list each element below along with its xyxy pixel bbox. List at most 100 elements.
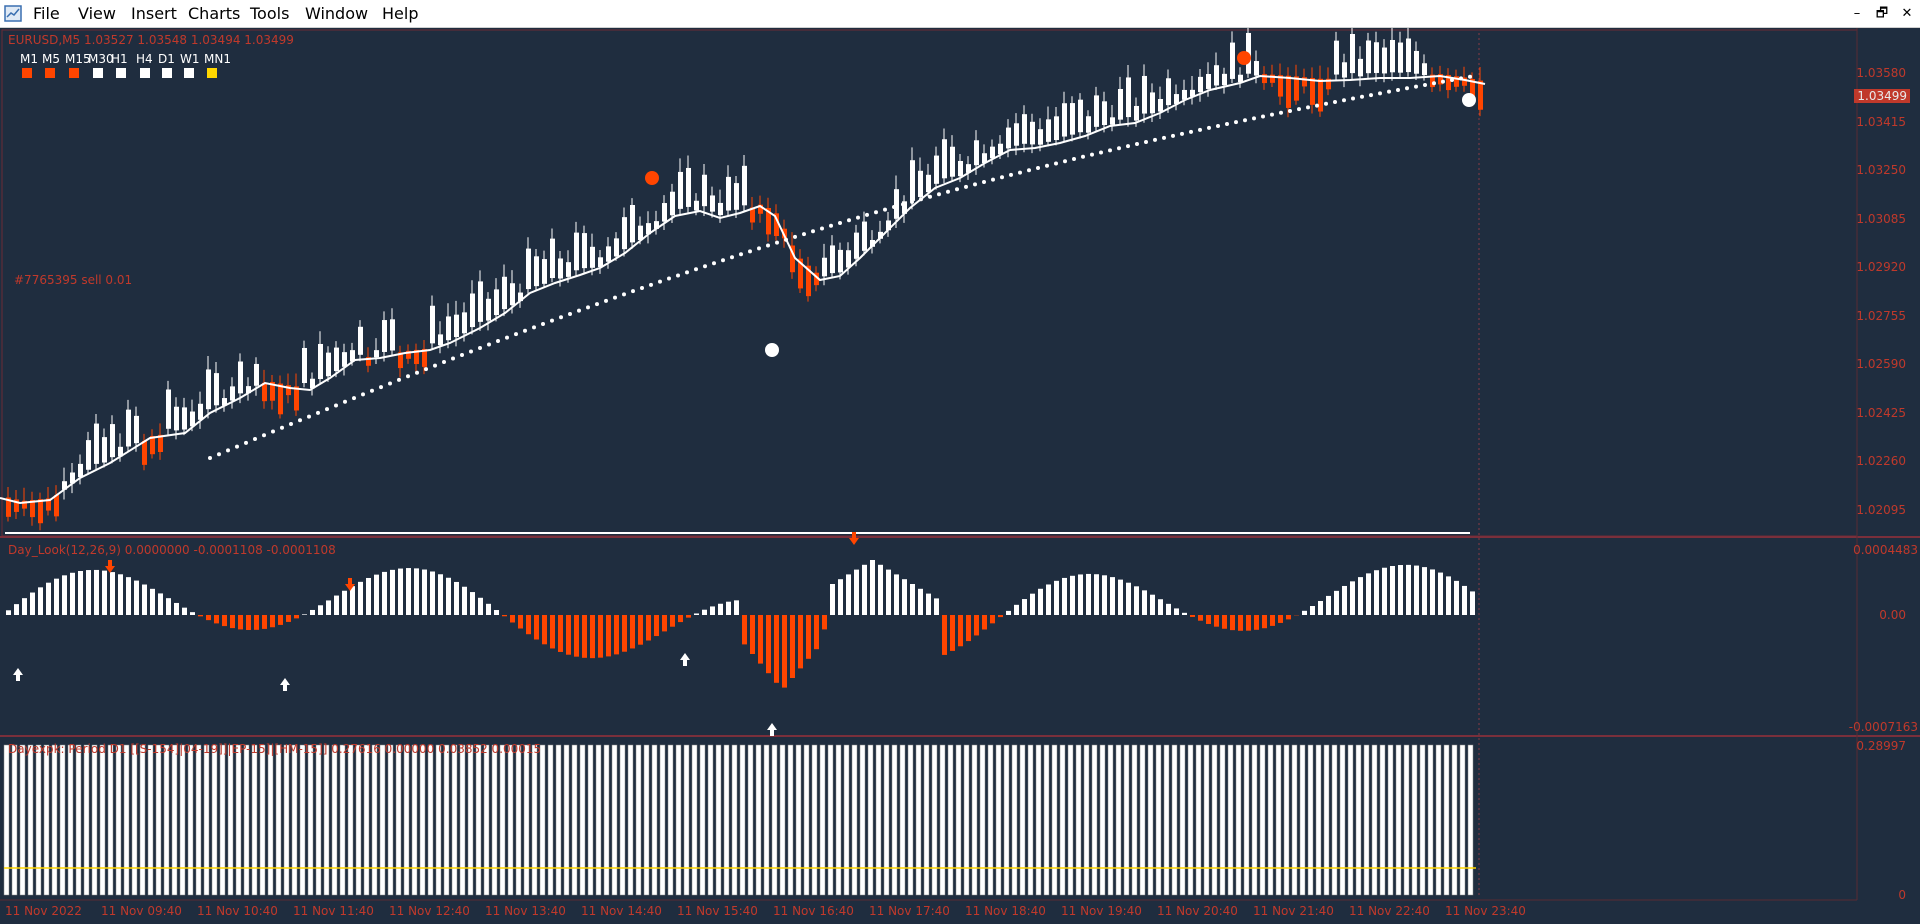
long-ma-dot [1360, 94, 1364, 99]
histogram-bar [190, 612, 195, 615]
tf-indicator-box[interactable] [22, 68, 32, 78]
volume-bar [163, 744, 170, 896]
tf-indicator-box[interactable] [140, 68, 150, 78]
volume-bar [1371, 744, 1378, 896]
candle-body [1198, 76, 1203, 93]
histogram-bar [1414, 565, 1419, 615]
long-ma-dot [928, 194, 932, 199]
volume-bar [571, 744, 578, 896]
volume-bar [1051, 744, 1058, 896]
histogram-bar [558, 615, 563, 652]
volume-bar [459, 744, 466, 896]
volume-bar [667, 744, 674, 896]
candle-body [862, 221, 867, 251]
histogram-bar [542, 615, 547, 645]
tf-label-m30[interactable]: M30 [88, 52, 114, 66]
menu-file[interactable]: File [33, 4, 60, 23]
volume-bar [27, 744, 34, 896]
candle-body [630, 204, 635, 243]
tf-label-h1[interactable]: H1 [111, 52, 128, 66]
tf-indicator-box[interactable] [116, 68, 126, 78]
tf-label-mn1[interactable]: MN1 [204, 52, 231, 66]
volume-bar [1059, 744, 1066, 896]
histogram-bar [1150, 594, 1155, 615]
tf-indicator-box[interactable] [184, 68, 194, 78]
long-ma-dot [703, 264, 707, 269]
volume-bar [531, 744, 538, 896]
tf-label-h4[interactable]: H4 [136, 52, 153, 66]
long-ma-dot [505, 335, 509, 340]
tf-label-m1[interactable]: M1 [20, 52, 38, 66]
tf-indicator-box[interactable] [45, 68, 55, 78]
long-ma-dot [559, 315, 563, 320]
histogram-bar [182, 607, 187, 615]
tf-indicator-box[interactable] [207, 68, 217, 78]
volume-bar [1467, 744, 1474, 896]
menu-window[interactable]: Window [305, 4, 369, 23]
histogram-bar [798, 615, 803, 669]
tf-label-d1[interactable]: D1 [158, 52, 175, 66]
volume-bar [315, 744, 322, 896]
candle-body [1454, 76, 1459, 87]
long-ma-dot [865, 212, 869, 217]
candle-body [1366, 40, 1371, 74]
histogram-bar [286, 615, 291, 622]
menu-charts[interactable]: Charts [188, 4, 241, 23]
tf-indicator-box[interactable] [69, 68, 79, 78]
chart-window[interactable]: EURUSD,M5 1.03527 1.03548 1.03494 1.0349… [0, 28, 1920, 924]
minimize-icon[interactable]: – [1853, 6, 1861, 21]
price-axis-label: 1.03415 [1856, 114, 1906, 129]
volume-bar [195, 744, 202, 896]
candle-body [1182, 89, 1187, 100]
tf-label-m15[interactable]: M15 [65, 52, 91, 66]
candle-body [462, 312, 467, 334]
volume-bar [139, 744, 146, 896]
time-axis-label: 11 Nov 15:40 [677, 904, 758, 918]
long-ma-dot [1162, 135, 1166, 140]
candle-body [1446, 74, 1451, 91]
volume-bar [867, 744, 874, 896]
candle-body [542, 259, 547, 284]
long-ma-dot [1297, 107, 1301, 112]
volume-bar [379, 744, 386, 896]
volume-bar [691, 744, 698, 896]
long-ma-dot [1351, 96, 1355, 101]
histogram-bar [1134, 586, 1139, 615]
indicator2-level-top: 0.28997 [1856, 739, 1906, 753]
histogram-bar [1054, 580, 1059, 615]
candle-body [678, 171, 683, 209]
long-ma-dot [1090, 152, 1094, 157]
menu-tools[interactable]: Tools [250, 4, 290, 23]
histogram-bar [622, 615, 627, 652]
volume-bar [187, 744, 194, 896]
tf-indicator-box[interactable] [162, 68, 172, 78]
long-ma-dot [1459, 76, 1463, 81]
histogram-bar [246, 615, 251, 631]
close-icon[interactable]: ✕ [1901, 6, 1913, 21]
volume-bar [3, 744, 10, 896]
indicator1-level-bottom: -0.0007163 [1848, 720, 1918, 734]
chart-canvas[interactable] [0, 28, 1920, 924]
histogram-bar [902, 579, 907, 615]
histogram-bar [662, 615, 667, 632]
menu-view[interactable]: View [78, 4, 116, 23]
restore-icon[interactable]: 🗗 [1875, 6, 1889, 21]
volume-bar [787, 744, 794, 896]
tf-label-m5[interactable]: M5 [42, 52, 60, 66]
histogram-bar [910, 584, 915, 615]
menu-insert[interactable]: Insert [131, 4, 177, 23]
main-pane-border [1, 29, 1858, 537]
histogram-bar [1382, 567, 1387, 615]
time-axis-label: 11 Nov 2022 [5, 904, 82, 918]
volume-bar [395, 744, 402, 896]
tf-label-w1[interactable]: W1 [180, 52, 200, 66]
candle-body [286, 385, 291, 396]
long-ma-dot [721, 258, 725, 263]
candle-body [702, 174, 707, 207]
histogram-bar [1102, 575, 1107, 615]
tf-indicator-box[interactable] [93, 68, 103, 78]
candle-body [1438, 74, 1443, 85]
menu-help[interactable]: Help [382, 4, 419, 23]
volume-bar [699, 744, 706, 896]
long-ma-dot [937, 192, 941, 197]
